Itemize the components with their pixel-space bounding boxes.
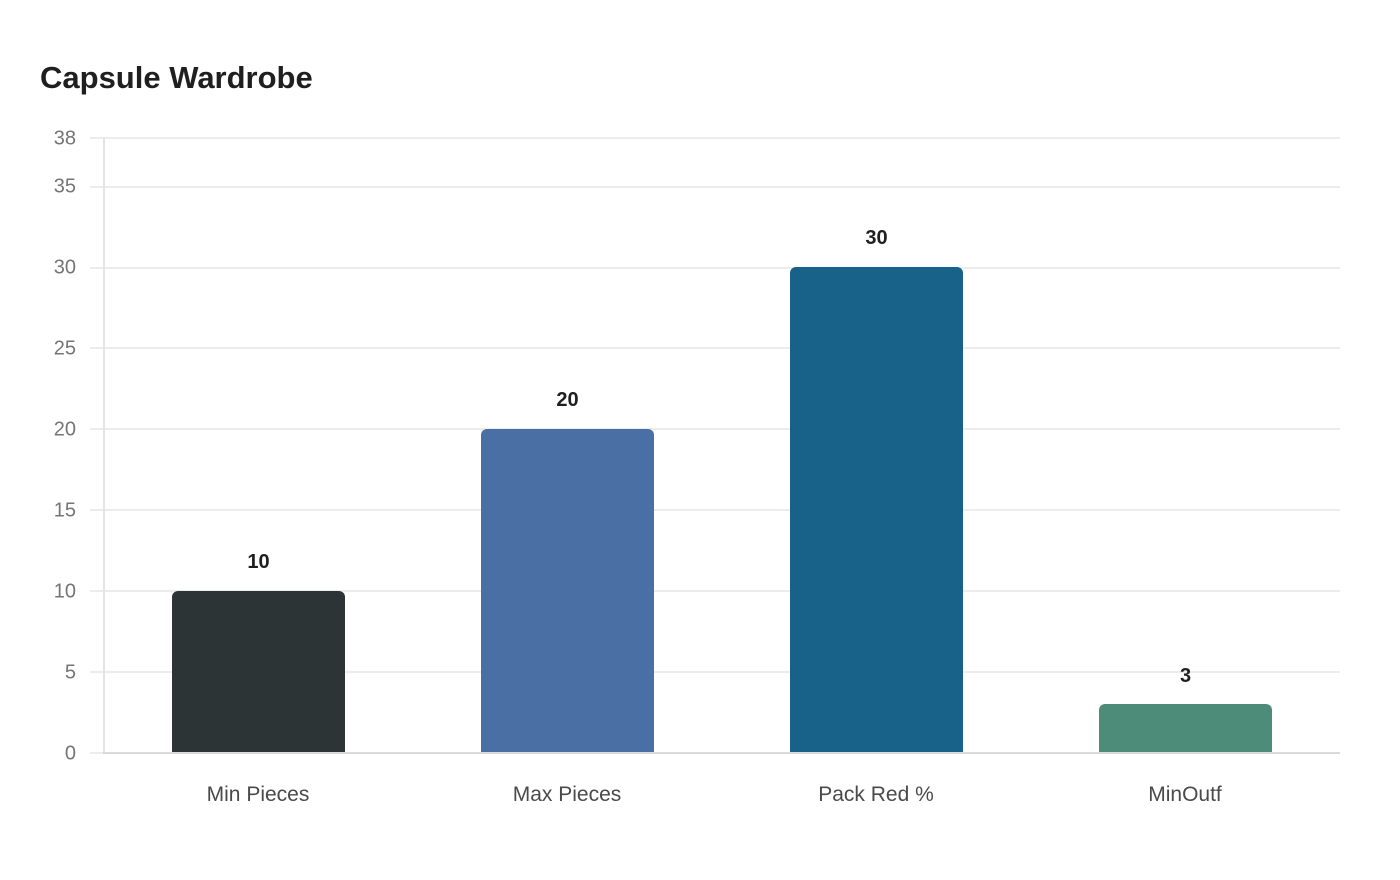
gridline [90, 347, 1340, 349]
bar-pack-red[interactable] [790, 267, 963, 753]
y-tick-label: 30 [53, 256, 76, 279]
gridline [90, 590, 1340, 592]
gridline [90, 671, 1340, 673]
x-tick-label: MinOutf [1148, 783, 1222, 806]
x-tick-label: Min Pieces [206, 783, 310, 806]
x-tick-label: Max Pieces [512, 783, 622, 806]
y-tick-label: 15 [53, 499, 76, 522]
x-axis-line [103, 752, 1340, 754]
y-tick-label: 0 [64, 742, 76, 765]
y-tick-label: 20 [53, 418, 76, 441]
bar-min-outfits[interactable] [1099, 704, 1272, 753]
gridline [90, 509, 1340, 511]
gridline [90, 137, 1340, 139]
y-tick-label: 5 [64, 661, 76, 684]
y-tick-label: 38 [53, 127, 76, 150]
x-tick-label: Pack Red % [818, 783, 934, 806]
y-tick-label: 10 [53, 580, 76, 603]
chart-title: Capsule Wardrobe [40, 60, 313, 95]
value-label: 20 [556, 389, 579, 411]
y-tick-label: 35 [53, 175, 76, 198]
bar-max-pieces[interactable] [481, 429, 654, 753]
value-label: 3 [1179, 665, 1192, 687]
value-label: 10 [247, 551, 270, 573]
gridline [90, 267, 1340, 269]
bar-min-pieces[interactable] [172, 591, 345, 753]
gridline [90, 428, 1340, 430]
y-axis-line [103, 138, 105, 753]
y-tick-label: 25 [53, 337, 76, 360]
gridline [90, 186, 1340, 188]
value-label: 30 [865, 227, 888, 249]
